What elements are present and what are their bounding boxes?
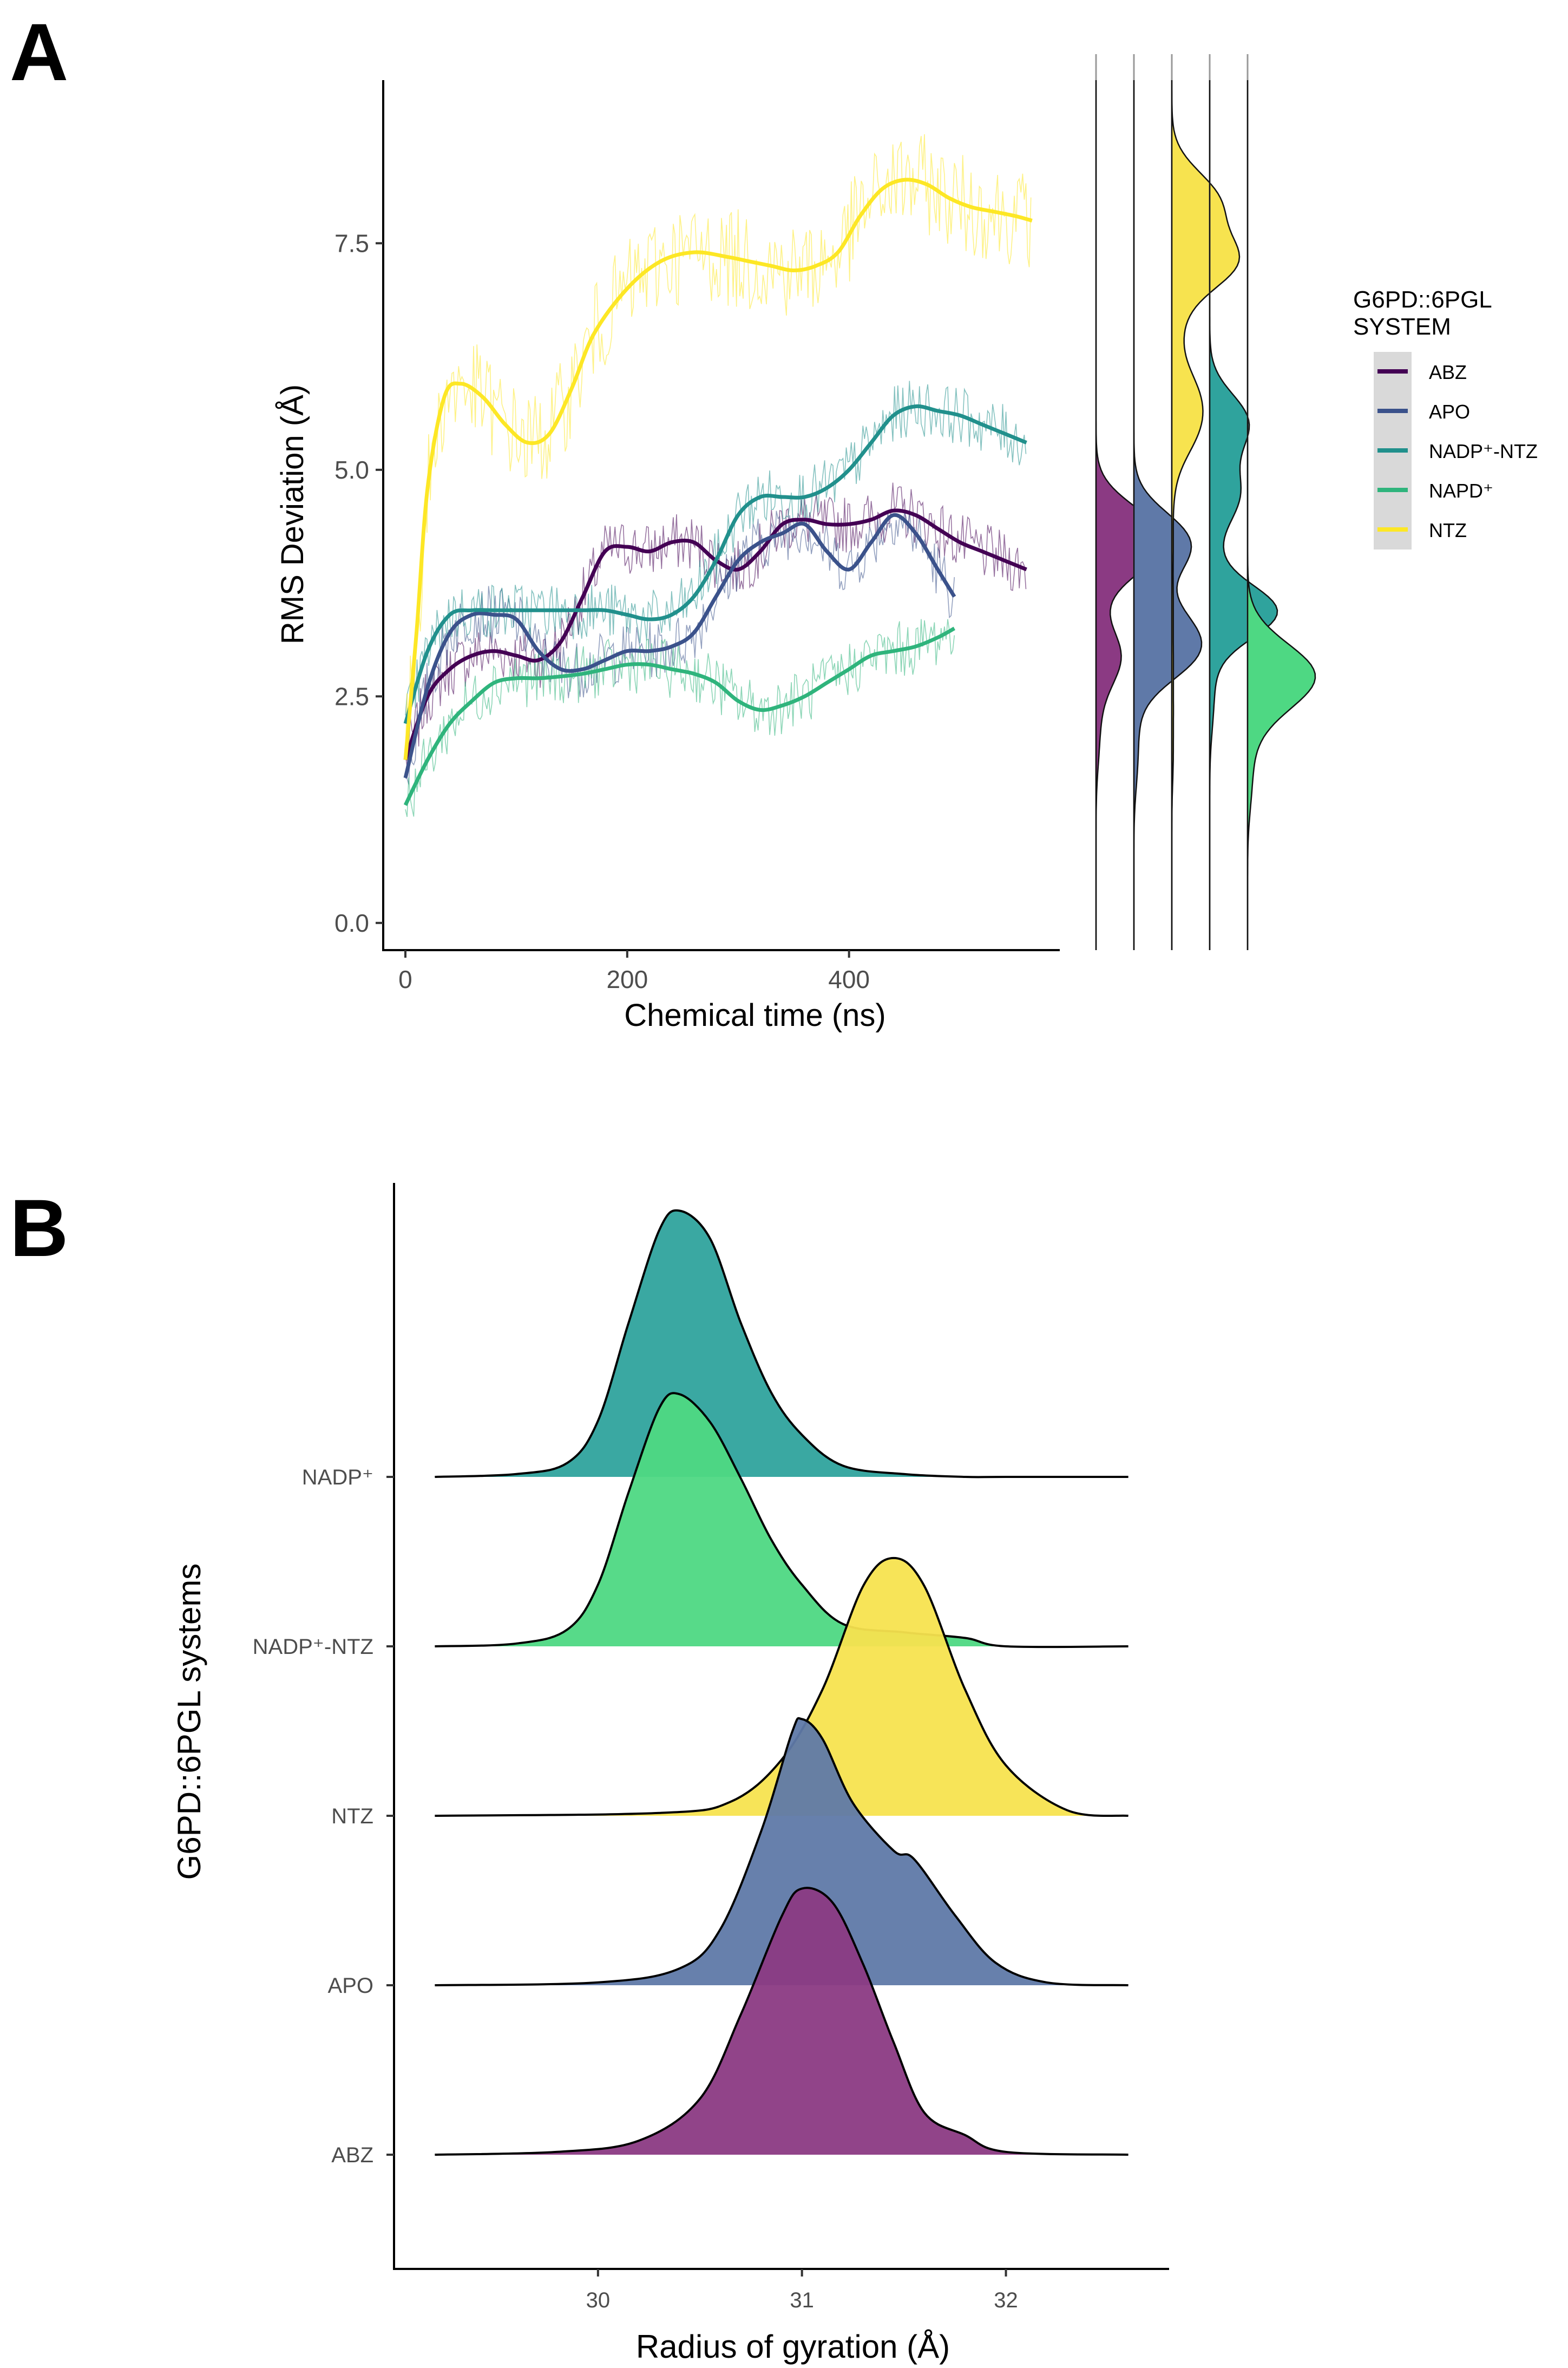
series-line xyxy=(403,404,1027,724)
panel-b-ridgeline: ABZ APO NTZ NADP⁺-NTZ NADP⁺ 30 31 32 Radius of… xyxy=(171,1183,1169,2365)
x-tick-label-b: 31 xyxy=(790,2288,814,2312)
x-tick-label: 0 xyxy=(398,965,412,993)
ridge-group xyxy=(435,1209,1129,2156)
raw-trace xyxy=(405,381,1027,716)
x-ticks-b: 30 31 32 xyxy=(586,2269,1018,2312)
x-axis-title-b: Radius of gyration (Å) xyxy=(636,2328,950,2365)
x-tick-label-b: 32 xyxy=(994,2288,1018,2312)
y-tick-label-b: ABZ xyxy=(331,2143,373,2167)
panel-letter-b: B xyxy=(10,1182,68,1273)
marginal-density xyxy=(1171,80,1241,950)
ridge-outline xyxy=(435,1209,1129,1479)
x-tick-label: 400 xyxy=(828,965,870,993)
y-tick-label: 5.0 xyxy=(334,456,369,484)
series-line xyxy=(403,626,956,806)
legend-items: ABZ APO NADP⁺-NTZ NAPD⁺ NTZ xyxy=(1374,352,1538,550)
legend-label: ABZ xyxy=(1429,361,1467,383)
x-tick-label: 200 xyxy=(606,965,648,993)
ridge-fill xyxy=(435,1558,1129,1816)
y-tick-label-b: NADP⁺ xyxy=(302,1466,373,1489)
y-tick-label-b: NADP⁺-NTZ xyxy=(253,1635,373,1659)
y-tick-label: 0.0 xyxy=(334,909,369,937)
legend-label: APO xyxy=(1429,401,1470,423)
marginal-density-panel xyxy=(1095,54,1316,950)
series-line xyxy=(403,178,1033,760)
legend-title-line1: G6PD::6PGL xyxy=(1353,286,1492,313)
y-tick-label-b: APO xyxy=(328,1974,373,1998)
raw-trace xyxy=(405,482,1027,767)
ridge-fill xyxy=(435,1393,1129,1647)
x-ticks: 0 200 400 xyxy=(398,950,870,993)
ridge-outline xyxy=(435,1392,1129,1649)
y-axis-title-b: G6PD::6PGL systems xyxy=(171,1564,207,1880)
marginal-density xyxy=(1209,80,1278,950)
marginal-density xyxy=(1133,80,1203,950)
ridge-fill xyxy=(435,1888,1129,2155)
legend-label: NTZ xyxy=(1429,519,1467,541)
raw-trace xyxy=(405,509,955,785)
y-ticks: 0.0 2.5 5.0 7.5 xyxy=(334,229,383,937)
y-tick-label-b: NTZ xyxy=(331,1804,373,1828)
ridge-fill xyxy=(435,1718,1129,1985)
x-tick-label-b: 30 xyxy=(586,2288,611,2312)
ridge-outline xyxy=(435,1887,1129,2156)
rmsd-series-group xyxy=(403,134,1033,817)
y-axis-title: RMS Deviation (Å) xyxy=(275,384,310,644)
ridge-outline xyxy=(435,1717,1129,1986)
y-tick-label: 2.5 xyxy=(334,682,369,710)
raw-trace xyxy=(405,619,955,817)
legend: G6PD::6PGL SYSTEM ABZAPONADP⁺-NTZNAPD⁺NT… xyxy=(1353,286,1538,550)
y-ticks-b: ABZ APO NTZ NADP⁺-NTZ NADP⁺ xyxy=(253,1466,394,2167)
panel-a-main-plot: 0.02.55.07.5 0 200 400 Chemical time (ns) … xyxy=(275,80,1060,1033)
panel-letter-a: A xyxy=(10,6,68,97)
series-line xyxy=(403,513,956,779)
legend-label: NADP⁺-NTZ xyxy=(1429,440,1538,462)
x-axis-title: Chemical time (ns) xyxy=(624,998,885,1033)
legend-title-line2: SYSTEM xyxy=(1353,313,1451,340)
ridge-fill xyxy=(435,1210,1129,1477)
legend-label: NAPD⁺ xyxy=(1429,480,1493,502)
y-tick-label: 7.5 xyxy=(334,229,369,257)
marginal-density xyxy=(1246,80,1316,950)
ridge-outline xyxy=(435,1556,1129,1817)
series-line xyxy=(403,508,1027,761)
raw-trace xyxy=(405,134,1032,758)
